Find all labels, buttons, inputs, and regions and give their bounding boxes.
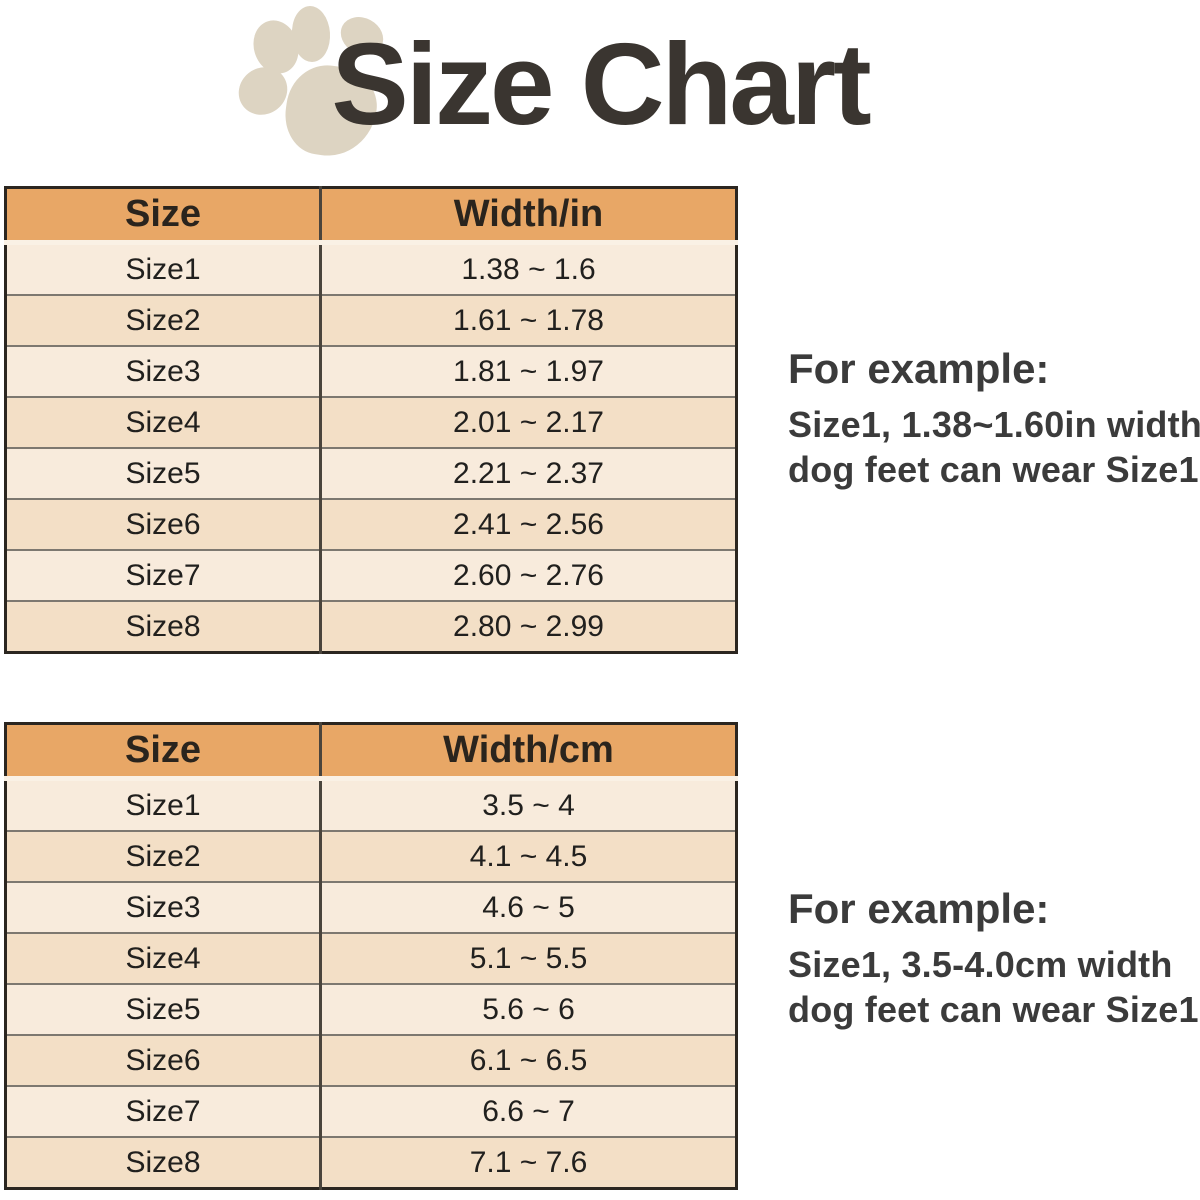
size-cell: Size3 <box>5 881 321 933</box>
size-cell: Size2 <box>5 830 321 882</box>
table-row: Size6 2.41 ~ 2.56 <box>5 498 737 550</box>
width-cell: 7.1 ~ 7.6 <box>319 1136 737 1189</box>
width-cell: 4.6 ~ 5 <box>319 881 737 933</box>
note-line: dog feet can wear Size1 <box>788 449 1199 490</box>
width-cm-column-header: Width/cm <box>319 723 737 779</box>
size-cell: Size2 <box>5 294 321 346</box>
width-cell: 6.6 ~ 7 <box>319 1085 737 1137</box>
table-row: Size4 2.01 ~ 2.17 <box>5 396 737 448</box>
table-row: Size5 2.21 ~ 2.37 <box>5 447 737 499</box>
table-row: Size5 5.6 ~ 6 <box>5 983 737 1035</box>
table-row: Size1 1.38 ~ 1.6 <box>5 240 737 295</box>
title-section: Size Chart <box>0 0 1200 180</box>
width-cell: 2.41 ~ 2.56 <box>319 498 737 550</box>
note-line: Size1, 3.5-4.0cm width <box>788 944 1173 985</box>
table-header-row: Size Width/in <box>5 187 737 243</box>
size-cell: Size5 <box>5 983 321 1035</box>
size-cell: Size8 <box>5 600 321 653</box>
table-row: Size3 4.6 ~ 5 <box>5 881 737 933</box>
size-cell: Size7 <box>5 1085 321 1137</box>
width-cell: 5.1 ~ 5.5 <box>319 932 737 984</box>
width-cell: 1.38 ~ 1.6 <box>319 240 737 295</box>
width-cell: 2.80 ~ 2.99 <box>319 600 737 653</box>
width-cell: 3.5 ~ 4 <box>319 776 737 831</box>
table-header-row: Size Width/cm <box>5 723 737 779</box>
example-note-inches: For example: Size1, 1.38~1.60in width do… <box>788 344 1200 492</box>
table-row: Size7 2.60 ~ 2.76 <box>5 549 737 601</box>
note-line: Size1, 1.38~1.60in width <box>788 404 1200 445</box>
table-row: Size1 3.5 ~ 4 <box>5 776 737 831</box>
table-row: Size4 5.1 ~ 5.5 <box>5 932 737 984</box>
size-table-inches: Size Width/in Size1 1.38 ~ 1.6 Size2 1.61 … <box>4 186 738 654</box>
table-row: Size6 6.1 ~ 6.5 <box>5 1034 737 1086</box>
size-cell: Size5 <box>5 447 321 499</box>
table-row: Size3 1.81 ~ 1.97 <box>5 345 737 397</box>
size-cell: Size4 <box>5 396 321 448</box>
note-heading: For example: <box>788 345 1050 392</box>
width-cell: 5.6 ~ 6 <box>319 983 737 1035</box>
size-cell: Size4 <box>5 932 321 984</box>
size-cell: Size8 <box>5 1136 321 1189</box>
width-in-column-header: Width/in <box>319 187 737 243</box>
size-cell: Size1 <box>5 776 321 831</box>
width-cell: 4.1 ~ 4.5 <box>319 830 737 882</box>
table-row: Size2 1.61 ~ 1.78 <box>5 294 737 346</box>
size-column-header: Size <box>5 723 321 779</box>
example-note-centimeters: For example: Size1, 3.5-4.0cm width dog … <box>788 884 1200 1032</box>
table-row: Size8 2.80 ~ 2.99 <box>5 600 737 653</box>
width-cell: 2.21 ~ 2.37 <box>319 447 737 499</box>
size-column-header: Size <box>5 187 321 243</box>
table-row: Size7 6.6 ~ 7 <box>5 1085 737 1137</box>
width-cell: 1.81 ~ 1.97 <box>319 345 737 397</box>
note-heading: For example: <box>788 885 1050 932</box>
page-title: Size Chart <box>331 19 871 149</box>
size-cell: Size7 <box>5 549 321 601</box>
size-cell: Size1 <box>5 240 321 295</box>
size-cell: Size6 <box>5 498 321 550</box>
size-cell: Size3 <box>5 345 321 397</box>
width-cell: 6.1 ~ 6.5 <box>319 1034 737 1086</box>
note-line: dog feet can wear Size1 <box>788 989 1199 1030</box>
width-cell: 2.60 ~ 2.76 <box>319 549 737 601</box>
width-cell: 1.61 ~ 1.78 <box>319 294 737 346</box>
width-cell: 2.01 ~ 2.17 <box>319 396 737 448</box>
table-row: Size2 4.1 ~ 4.5 <box>5 830 737 882</box>
table-row: Size8 7.1 ~ 7.6 <box>5 1136 737 1189</box>
size-cell: Size6 <box>5 1034 321 1086</box>
size-table-centimeters: Size Width/cm Size1 3.5 ~ 4 Size2 4.1 ~ 4.… <box>4 722 738 1190</box>
